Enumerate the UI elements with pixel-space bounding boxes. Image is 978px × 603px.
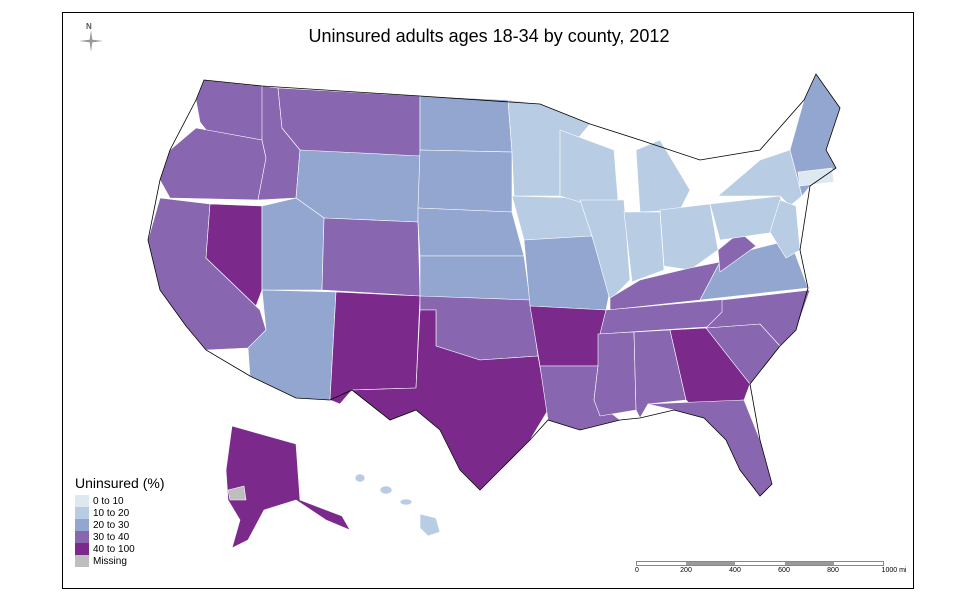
scale-label: 0 — [635, 567, 639, 574]
map-title: Uninsured adults ages 18-34 by county, 2… — [308, 26, 670, 46]
state-iowa — [511, 195, 593, 241]
scale-label: 200 — [680, 567, 692, 574]
scale-segment — [735, 562, 785, 565]
scale-segment — [637, 562, 687, 565]
state-mid-atlantic — [769, 199, 801, 259]
legend-label: 0 to 10 — [93, 495, 124, 507]
legend-swatch — [75, 507, 89, 519]
state-michigan — [635, 139, 691, 213]
legend-swatch — [75, 531, 89, 543]
scale-label: 800 — [827, 567, 839, 574]
state-new-york — [717, 149, 803, 207]
legend-item: 0 to 10 — [75, 495, 164, 507]
state-kansas — [419, 255, 531, 301]
state-south-dakota — [417, 149, 513, 213]
legend-item: 20 to 30 — [75, 519, 164, 531]
hawaii-island-2 — [379, 485, 393, 495]
state-north-dakota — [419, 95, 513, 153]
state-virginia — [699, 239, 809, 301]
legend-item: Missing — [75, 555, 164, 567]
state-ohio — [659, 203, 719, 271]
scale-segment — [784, 562, 834, 565]
scale-label: 1000 mi — [881, 567, 907, 574]
state-hawaii — [419, 513, 441, 537]
scale-segment — [686, 562, 736, 565]
state-nevada — [205, 203, 263, 307]
state-indiana — [623, 211, 665, 283]
legend-swatch — [75, 555, 89, 567]
scale-bar: 0 200 400 600 800 1000 mi — [635, 561, 926, 577]
state-wisconsin — [559, 129, 619, 203]
legend-swatch — [75, 543, 89, 555]
north-label: N — [86, 22, 92, 31]
legend-swatch — [75, 495, 89, 507]
coast-outline — [147, 73, 841, 497]
state-new-mexico — [329, 291, 421, 405]
compass-rose-icon — [79, 30, 103, 52]
state-arizona — [247, 289, 337, 401]
state-montana — [277, 87, 421, 157]
legend-item: 10 to 20 — [75, 507, 164, 519]
scale-label: 400 — [729, 567, 741, 574]
state-utah — [261, 197, 325, 291]
legend: Uninsured (%) 0 to 10 10 to 20 20 to 30 … — [75, 475, 164, 567]
state-alaska — [225, 425, 351, 549]
scale-segment — [833, 562, 884, 565]
state-mississippi — [593, 331, 637, 417]
north-arrow: N — [78, 22, 104, 58]
alaska-missing-area — [227, 485, 247, 501]
scale-labels: 0 200 400 600 800 1000 mi — [635, 567, 926, 577]
legend-label: 10 to 20 — [93, 507, 130, 519]
scale-label: 600 — [778, 567, 790, 574]
state-nebraska — [417, 207, 525, 257]
state-illinois — [579, 199, 631, 301]
legend-label: 40 to 100 — [93, 543, 135, 555]
scale-bar-track — [636, 561, 884, 566]
legend-label: Missing — [93, 555, 127, 567]
state-massachusetts — [797, 167, 835, 187]
state-missouri — [523, 235, 611, 311]
state-colorado — [321, 217, 421, 297]
state-north-carolina — [705, 289, 811, 347]
legend-item: 40 to 100 — [75, 543, 164, 555]
hawaii-island-3 — [399, 498, 413, 506]
legend-item: 30 to 40 — [75, 531, 164, 543]
legend-swatch — [75, 519, 89, 531]
hawaii-island-1 — [354, 473, 366, 483]
state-florida — [647, 399, 773, 497]
state-arkansas — [529, 305, 607, 367]
legend-label: 30 to 40 — [93, 531, 130, 543]
legend-title: Uninsured (%) — [75, 475, 165, 491]
legend-label: 20 to 30 — [93, 519, 130, 531]
